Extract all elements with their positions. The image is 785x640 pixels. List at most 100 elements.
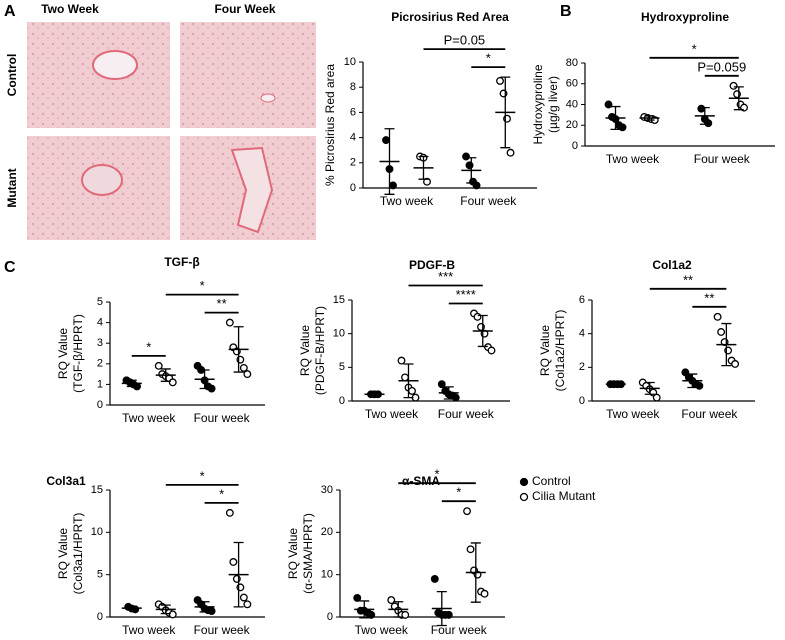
y-tick-label: 2 — [579, 361, 585, 373]
data-point — [444, 610, 453, 619]
y-tick-label: 0 — [327, 611, 333, 623]
data-point — [353, 594, 362, 602]
error-bar — [126, 605, 137, 611]
data-point — [207, 607, 216, 616]
micrographs: Two Week Four Week Control Mutant — [5, 2, 316, 240]
data-point — [401, 610, 410, 619]
y-tick-label: 10 — [344, 56, 356, 68]
x-tick-label: Two week — [122, 623, 176, 637]
y-tick-label: 0 — [97, 399, 103, 411]
x-tick-label: Four week — [431, 623, 488, 637]
data-point — [437, 380, 446, 389]
error-bar — [384, 128, 395, 195]
y-tick-label: 0 — [339, 395, 345, 407]
y-axis-label: % Picrosirius Red area — [323, 64, 337, 186]
error-bar — [160, 368, 171, 382]
significance-label: * — [456, 485, 461, 500]
x-tick-label: Two week — [606, 152, 660, 166]
significance-label: ** — [704, 290, 714, 305]
x-tick-label: Four week — [194, 411, 251, 425]
row-label: Control — [5, 54, 19, 97]
x-tick-label: Four week — [438, 407, 495, 421]
error-bar — [418, 155, 429, 180]
data-point — [451, 393, 460, 402]
x-tick-label: Two week — [380, 194, 434, 208]
chart-title: PDGF-B — [409, 258, 455, 272]
y-axis-label: (PDGF-B/HPRT) — [313, 306, 327, 395]
chart: Picrosirius Red Area 0 2 4 6 8 10 % Picrosirius… — [323, 10, 537, 208]
legend: Control Cilia Mutant — [532, 474, 596, 503]
panel-label: C — [4, 259, 16, 276]
data-point — [487, 346, 496, 355]
micrograph — [180, 22, 316, 128]
y-axis-label: RQ Value — [538, 325, 552, 376]
error-bar — [359, 600, 370, 619]
data-point — [480, 589, 489, 598]
data-point — [496, 76, 504, 85]
chart-title: Col1a2 — [652, 258, 692, 272]
x-tick-label: Two week — [365, 407, 419, 421]
significance-label: * — [486, 51, 491, 66]
y-tick-label: 3 — [97, 337, 103, 349]
legend-marker — [519, 477, 529, 487]
error-bar — [126, 379, 137, 388]
significance-label: * — [434, 467, 439, 482]
data-point — [168, 378, 177, 387]
data-point — [389, 181, 397, 190]
data-point — [466, 545, 475, 554]
y-axis-label: (Col3a1/HPRT) — [71, 513, 85, 595]
data-point — [154, 361, 163, 370]
data-point — [463, 507, 471, 516]
chart-title: Col3a1 — [46, 474, 86, 488]
error-bar — [470, 542, 481, 603]
chart: PDGF-B 0 5 10 15 RQ Value (PDGF-B/HPRT) Two wee… — [298, 258, 510, 421]
chart: TGF-β 0 1 2 3 4 5 RQ Value (TGF-β/HPRT) Two week F… — [56, 255, 265, 425]
error-bar — [500, 76, 511, 149]
error-bar — [466, 157, 477, 184]
y-tick-label: 15 — [91, 484, 103, 496]
data-point — [731, 360, 740, 368]
significance-label: * — [200, 278, 205, 293]
data-point — [408, 386, 416, 395]
panel-label: A — [4, 3, 16, 20]
error-bar — [403, 363, 414, 399]
error-bar — [644, 115, 655, 121]
data-point — [472, 181, 481, 190]
data-point — [717, 328, 726, 336]
chart: α-SMA 0 10 20 30 RQ Value (α-SMA/HPRT) Two week… — [286, 467, 505, 637]
legend-label: Cilia Mutant — [532, 489, 596, 503]
chart: Col3a1 0 5 10 15 RQ Value (Col3a1/HPRT) Two wee… — [46, 468, 265, 637]
y-tick-label: 10 — [91, 526, 103, 538]
y-tick-label: 1 — [97, 378, 103, 390]
y-tick-label: 0 — [572, 140, 578, 152]
significance-label: *** — [438, 269, 453, 284]
x-tick-label: Four week — [460, 194, 517, 208]
significance-label: ** — [217, 296, 227, 311]
data-point — [729, 81, 738, 90]
error-bar — [199, 601, 210, 613]
y-axis-label: RQ Value — [56, 328, 70, 379]
data-point — [387, 596, 396, 605]
vessel — [230, 146, 274, 234]
error-bar — [733, 86, 744, 111]
y-tick-label: 5 — [97, 569, 103, 581]
error-bar — [477, 314, 488, 348]
error-bar — [369, 392, 380, 396]
y-tick-label: 4 — [350, 132, 356, 144]
chart-title: Picrosirius Red Area — [391, 10, 509, 24]
chart-title: α-SMA — [402, 474, 440, 488]
y-axis-label: (Col1a2/HPRT) — [553, 310, 567, 392]
data-point — [604, 100, 613, 109]
error-bar — [393, 601, 404, 618]
y-tick-label: 20 — [566, 119, 578, 131]
data-point — [225, 318, 234, 327]
y-tick-label: 20 — [321, 526, 333, 538]
error-bar — [610, 382, 621, 386]
x-tick-label: Four week — [694, 152, 751, 166]
error-bar — [699, 106, 710, 125]
panel-label: B — [560, 3, 572, 20]
significance-label: * — [146, 339, 151, 354]
significance-label: * — [692, 41, 697, 56]
legend-label: Control — [532, 474, 571, 488]
significance-label: P=0.05 — [444, 33, 486, 48]
